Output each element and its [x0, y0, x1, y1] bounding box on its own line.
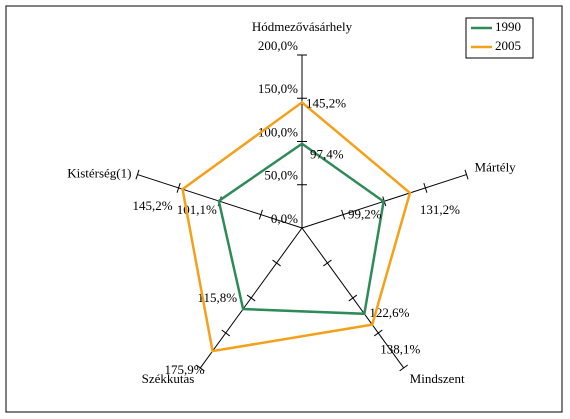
legend-box — [465, 17, 534, 59]
data-label: 115,8% — [198, 290, 238, 305]
r-tick-label: 50,0% — [264, 168, 298, 183]
legend-label: 2005 — [495, 38, 521, 53]
tick-mark — [348, 294, 358, 302]
series-line — [181, 100, 412, 353]
chart-frame — [5, 5, 563, 413]
tick-mark — [258, 209, 263, 220]
tick-mark — [135, 169, 140, 180]
category-label: Hódmezővásárhely — [252, 19, 353, 34]
category-label: Kistérség(1) — [67, 166, 131, 181]
tick-mark — [323, 259, 332, 267]
r-tick-label: 100,0% — [258, 124, 298, 139]
data-label: 145,2% — [132, 198, 172, 213]
data-label: 99,2% — [348, 206, 382, 221]
category-label: Mindszent — [410, 371, 465, 386]
tick-mark — [246, 294, 256, 302]
series-line — [217, 142, 385, 316]
tick-mark — [176, 182, 181, 193]
data-label: 122,6% — [369, 305, 409, 320]
r-tick-label: 0,0% — [271, 211, 298, 226]
data-label: 175,9% — [164, 362, 204, 377]
legend-label: 1990 — [495, 19, 521, 34]
tick-mark — [464, 169, 469, 180]
data-label: 145,2% — [306, 95, 346, 110]
category-label: Mártély — [475, 160, 517, 175]
tick-mark — [399, 364, 409, 372]
r-tick-label: 200,0% — [258, 38, 298, 53]
r-tick-label: 150,0% — [258, 81, 298, 96]
tick-mark — [373, 329, 383, 337]
tick-mark — [341, 209, 346, 220]
data-label: 97,4% — [310, 147, 344, 162]
tick-mark — [221, 329, 231, 337]
data-label: 131,2% — [420, 202, 460, 217]
category-label: Székkutas — [142, 371, 195, 386]
tick-mark — [195, 364, 205, 372]
tick-mark — [272, 259, 281, 267]
tick-mark — [423, 182, 428, 193]
data-label: 101,1% — [177, 202, 217, 217]
data-label: 138,1% — [380, 342, 420, 357]
